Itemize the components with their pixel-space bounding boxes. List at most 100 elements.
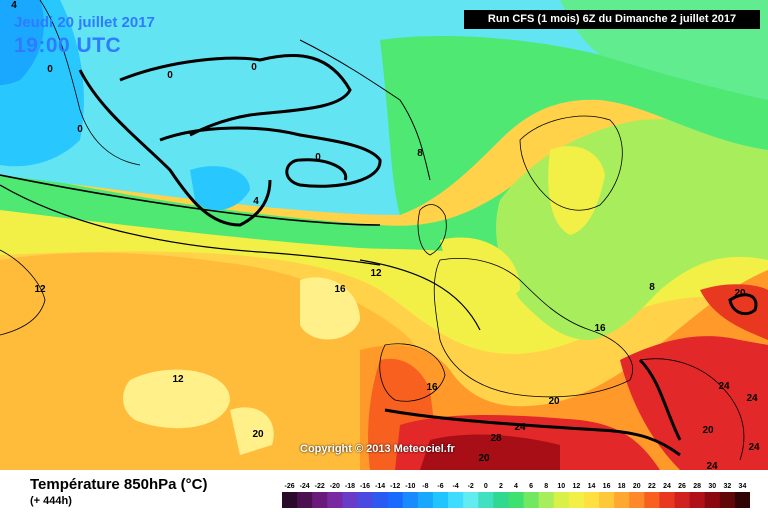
temperature-map: 4000004812161212201620242820242424202482… (0, 0, 768, 470)
isotherm-12 (359, 259, 481, 331)
coastline-europe (433, 258, 633, 398)
scale-label: 34 (739, 483, 747, 490)
scale-label: -22 (315, 483, 325, 490)
scale-swatch (312, 492, 328, 508)
scale-swatch (357, 492, 374, 508)
scale-label: -8 (422, 483, 428, 490)
scale-label: 10 (557, 483, 565, 490)
isoline-label: 28 (490, 433, 502, 444)
forecast-time: 19:00 UTC (14, 34, 122, 57)
isoline-label: 24 (718, 381, 730, 392)
scale-swatch (568, 492, 585, 508)
scale-swatch (417, 492, 434, 508)
scale-label: 24 (663, 483, 671, 490)
isoline-label: 16 (334, 284, 346, 295)
scale-label: -26 (284, 483, 294, 490)
red-zone-russia (700, 284, 768, 340)
scale-swatch (402, 492, 419, 508)
pale-zone-2 (123, 369, 230, 429)
scale-label: -6 (437, 483, 443, 490)
scale-label: 30 (708, 483, 716, 490)
yellow-central-europe (440, 237, 520, 301)
scale-label: 0 (484, 483, 488, 490)
isotherm-20-east (638, 358, 682, 441)
scale-label: 2 (499, 483, 503, 490)
pale-zone-3 (230, 407, 274, 455)
dark-red-zone (420, 434, 560, 470)
isotherm-20-africa (384, 408, 681, 457)
scale-label: 32 (723, 483, 731, 490)
isoline-label: 16 (426, 382, 438, 393)
scale-label: 18 (618, 483, 626, 490)
red-zone-east (620, 336, 768, 470)
isoline-label: 12 (370, 268, 382, 279)
copyright: Copyright © 2013 Meteociel.fr (300, 443, 455, 455)
isoline-label: 24 (746, 393, 758, 404)
scale-label: -12 (390, 483, 400, 490)
coastline-scandinavia (519, 115, 623, 211)
scale-swatch (734, 492, 750, 508)
scale-label: -14 (375, 483, 385, 490)
scale-swatch (282, 492, 298, 508)
forecast-date: Jeudi 20 juillet 2017 (14, 14, 155, 31)
isoline-label: 20 (702, 425, 714, 436)
scale-label: 28 (693, 483, 701, 490)
isoline-labels: 4000004812161212201620242820242424202482… (11, 0, 760, 470)
coastline-turkey (639, 358, 745, 461)
pale-zone-1 (300, 277, 360, 340)
footer-subtitle: (+ 444h) (30, 495, 72, 507)
scale-swatch (704, 492, 721, 508)
scale-swatch (689, 492, 706, 508)
scale-swatch (629, 492, 645, 508)
isotherm-8 (0, 184, 381, 266)
scale-swatch (553, 492, 570, 508)
isoline-label: 12 (172, 374, 184, 385)
scale-swatch (493, 492, 509, 508)
scale-label: -18 (345, 483, 355, 490)
run-info: Run CFS (1 mois) 6Z du Dimanche 2 juille… (464, 10, 760, 29)
isoline-label: 12 (34, 284, 46, 295)
scale-swatch (614, 492, 630, 508)
footer-title: Température 850hPa (°C) (30, 476, 208, 493)
scale-swatch (599, 492, 615, 508)
scale-label: 26 (678, 483, 686, 490)
isotherm-4-north (299, 39, 431, 181)
scale-label: 8 (544, 483, 548, 490)
isoline-label: 4 (11, 0, 17, 11)
scale-label: 20 (633, 483, 641, 490)
scale-swatch (583, 492, 600, 508)
scale-label: 14 (588, 483, 596, 490)
isoline-label: 24 (748, 442, 760, 453)
scale-label: 12 (572, 483, 580, 490)
color-scale-legend: -26 -24 -22 -20 -18 -16 -14 -12 -10 -8 -6 -4 -2 0 2 4 6 8… (282, 483, 750, 508)
scale-swatch (644, 492, 660, 508)
isoline-label: 0 (77, 124, 83, 135)
isoline-label: 0 (315, 152, 321, 163)
scale-swatch (342, 492, 358, 508)
isoline-label: 16 (594, 323, 606, 334)
colder-zone (0, 0, 44, 85)
isoline-label: 4 (253, 196, 259, 207)
isoline-label: 20 (252, 429, 264, 440)
yellow-sweden (548, 146, 605, 235)
scale-swatch (659, 492, 676, 508)
isotherm-0-west (78, 69, 272, 227)
scale-label: 4 (514, 483, 518, 490)
scale-label: -24 (300, 483, 310, 490)
coastline-america (0, 249, 46, 336)
scale-swatch (523, 492, 540, 508)
isoline-label: 0 (251, 62, 257, 73)
scale-swatch (372, 492, 389, 508)
isoline-label: 20 (734, 288, 746, 299)
scale-swatch (478, 492, 494, 508)
scale-swatch (432, 492, 449, 508)
scale-swatch (448, 492, 464, 508)
coastline-iberia (379, 343, 446, 402)
green-north-atlantic (380, 35, 768, 215)
scale-swatch (538, 492, 555, 508)
scale-swatch (387, 492, 404, 508)
isoline-label: 24 (514, 422, 526, 433)
cold-zone-iceland (190, 166, 250, 211)
isoline-label: 8 (417, 148, 423, 159)
